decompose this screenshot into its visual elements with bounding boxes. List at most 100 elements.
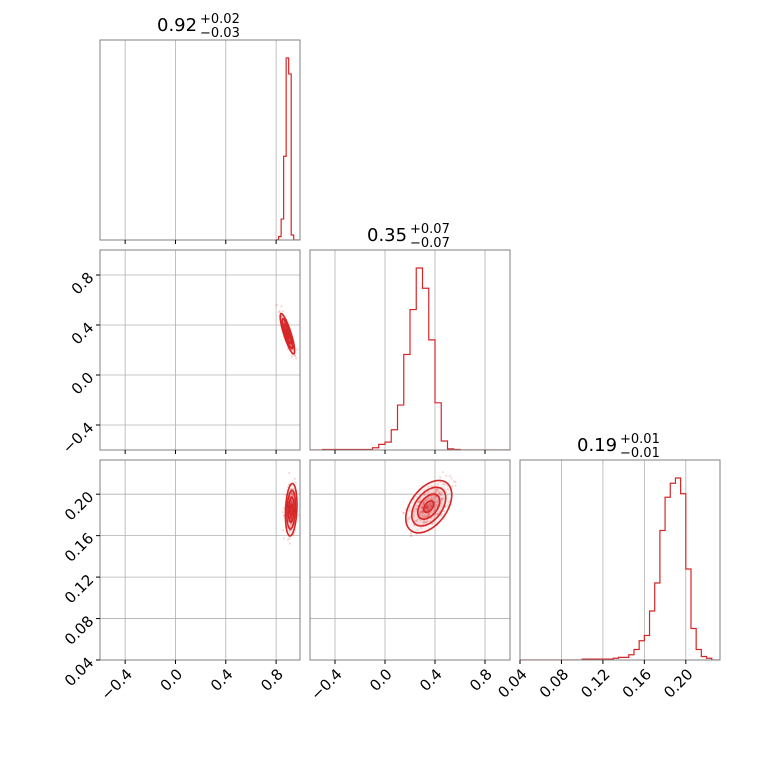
sample-point — [422, 514, 426, 517]
sample-point — [433, 506, 436, 509]
sample-point — [422, 502, 425, 505]
sample-point — [436, 503, 439, 506]
sample-point — [432, 491, 435, 494]
sample-point — [429, 506, 432, 509]
sample-point — [442, 510, 445, 513]
sample-point — [296, 348, 299, 351]
sample-point — [438, 492, 441, 495]
sample-point — [438, 492, 441, 495]
title-plus: +0.02 — [200, 12, 240, 27]
sample-point — [422, 521, 425, 524]
sample-point — [422, 519, 426, 522]
sample-point — [289, 516, 293, 519]
sample-point — [451, 484, 454, 488]
histogram-panel-0 — [99, 39, 301, 244]
title-value: 0.92 — [157, 15, 197, 36]
sample-point — [446, 488, 449, 491]
density-contour — [416, 493, 441, 520]
sample-point — [290, 356, 293, 359]
sample-point — [418, 510, 421, 513]
histogram-panel-2 — [519, 459, 721, 664]
sample-point — [454, 484, 457, 487]
sample-point — [425, 508, 429, 511]
sample-point — [427, 512, 430, 516]
sample-point — [439, 476, 442, 479]
sample-point — [289, 517, 293, 521]
title-plus: +0.07 — [410, 222, 450, 237]
x-tick-label: 0.8 — [257, 665, 287, 695]
sample-point — [278, 311, 281, 314]
sample-point — [425, 505, 429, 508]
sample-point — [290, 492, 294, 496]
sample-point — [297, 514, 300, 517]
sample-point — [288, 525, 292, 528]
sample-point — [412, 512, 415, 516]
sample-point — [422, 503, 425, 506]
panel-frame — [309, 459, 511, 661]
histogram-step-line — [310, 267, 510, 450]
sample-point — [427, 504, 430, 507]
sample-point — [423, 493, 426, 496]
sample-point — [437, 491, 441, 494]
sample-point — [410, 532, 413, 535]
title-param-0: 0.92 +0.02 −0.03 — [157, 12, 240, 41]
sample-point — [424, 521, 427, 524]
scatter-panel-0-2 — [96, 459, 301, 664]
sample-point — [440, 497, 443, 501]
y-tick-label: 0.04 — [61, 654, 97, 690]
sample-point — [440, 491, 443, 494]
density-contour — [410, 486, 447, 527]
density-contour — [289, 503, 294, 517]
sample-point — [408, 509, 411, 512]
sample-point — [420, 511, 423, 514]
sample-point — [290, 515, 293, 519]
sample-point — [289, 517, 293, 521]
sample-point — [423, 515, 427, 518]
sample-point — [282, 529, 285, 532]
sample-point — [418, 500, 421, 503]
sample-point — [414, 519, 417, 523]
sample-point — [430, 502, 434, 505]
sample-point — [421, 511, 424, 514]
sample-point — [292, 488, 295, 491]
x-tick-label: 0.0 — [366, 665, 396, 695]
sample-point — [435, 504, 438, 507]
sample-point — [420, 505, 424, 509]
sample-point — [428, 503, 431, 507]
y-tick-label: 0.0 — [68, 369, 98, 399]
sample-point — [434, 491, 437, 494]
sample-point — [426, 505, 429, 509]
sample-point — [434, 490, 438, 493]
sample-point — [418, 499, 422, 503]
x-tick-label: 0.20 — [660, 665, 696, 701]
sample-point — [446, 504, 450, 507]
y-tick-label: 0.16 — [61, 529, 97, 565]
sample-point — [290, 492, 294, 496]
sample-point — [422, 501, 425, 504]
panel-frame — [99, 459, 301, 661]
sample-point — [426, 520, 429, 523]
sample-point — [439, 502, 443, 505]
x-tick-label: 0.4 — [207, 665, 237, 695]
sample-point — [289, 516, 293, 519]
sample-point — [427, 507, 430, 510]
sample-point — [426, 508, 430, 511]
sample-point — [440, 497, 444, 500]
sample-point — [427, 492, 430, 495]
sample-point — [415, 508, 418, 511]
sample-point — [427, 485, 430, 488]
sample-point — [442, 497, 445, 500]
sample-point — [437, 500, 440, 503]
sample-point — [420, 506, 424, 509]
sample-point — [426, 505, 429, 509]
sample-point — [278, 310, 281, 313]
sample-point — [417, 501, 420, 504]
sample-point — [443, 483, 446, 486]
sample-point — [420, 510, 423, 513]
sample-point — [423, 500, 427, 503]
sample-point — [294, 355, 297, 358]
sample-point — [447, 500, 450, 504]
sample-point — [435, 495, 438, 498]
histogram-step-line — [520, 477, 720, 660]
sample-point — [416, 529, 419, 532]
